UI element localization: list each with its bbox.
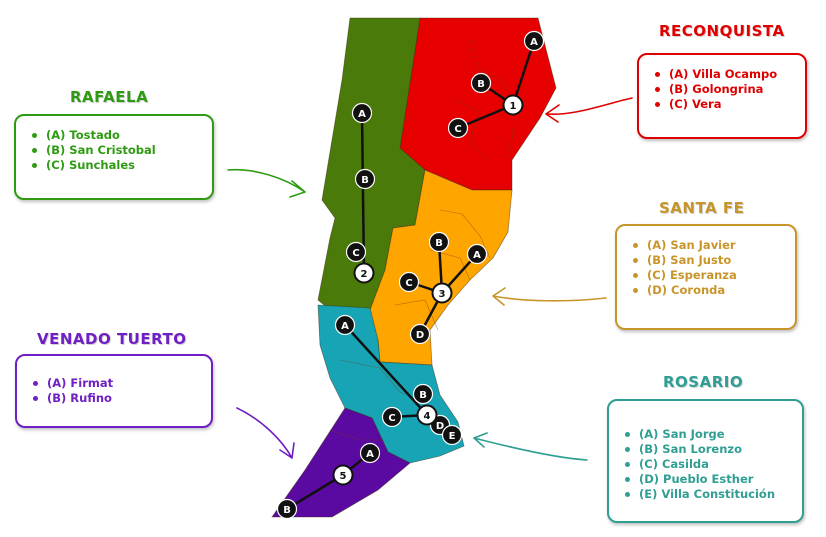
bullet-icon (633, 243, 638, 248)
legend-item: (C) Casilda (625, 457, 790, 472)
node-label: E (449, 431, 456, 442)
hub-nodes (332, 94, 524, 486)
region-title-rosario: ROSARIO (663, 373, 744, 391)
legend-item-label: (A) Tostado (46, 128, 120, 142)
legend-item: (A) Villa Ocampo (655, 67, 793, 82)
bullet-icon (655, 72, 660, 77)
node-label: B (419, 390, 427, 401)
legend-item-label: (C) Esperanza (647, 268, 737, 282)
bullet-icon (33, 396, 38, 401)
rafaela-arrow (227, 168, 306, 198)
legend-item: (B) Rufino (33, 391, 199, 406)
hub-label: 1 (510, 101, 517, 112)
bullet-icon (625, 477, 630, 482)
legend-item-label: (B) San Justo (647, 253, 732, 267)
bullet-icon (625, 462, 630, 467)
node-label: A (358, 109, 366, 120)
legend-item: (A) San Jorge (625, 427, 790, 442)
bullet-icon (655, 87, 660, 92)
bullet-icon (33, 381, 38, 386)
legend-item: (A) Firmat (33, 376, 199, 391)
legend-item-label: (E) Villa Constitución (639, 487, 776, 501)
spoke-node-labels: A B C A B C A B C D A B C D E A B (283, 37, 538, 516)
legend-item-label: (C) Sunchales (46, 158, 135, 172)
hub-label: 4 (424, 411, 431, 422)
bullet-icon (625, 447, 630, 452)
santa-fe-arrow (492, 287, 607, 306)
legend-box-rosario: (A) San Jorge (B) San Lorenzo (C) Casild… (607, 399, 804, 523)
legend-item-label: (C) Casilda (639, 457, 709, 471)
bullet-icon (633, 273, 638, 278)
legend-item-label: (B) Rufino (47, 391, 112, 405)
legend-item: (A) San Javier (633, 238, 783, 253)
map-region-venado-tuerto (271, 407, 411, 518)
legend-box-rafaela: (A) Tostado (B) San Cristobal (C) Suncha… (14, 114, 214, 200)
node-label: D (436, 421, 444, 432)
legend-item-label: (A) San Jorge (639, 427, 725, 441)
rosario-arrow (473, 432, 588, 461)
legend-list: (A) San Jorge (B) San Lorenzo (C) Casild… (625, 413, 790, 502)
node-label: C (352, 248, 359, 259)
hub-label: 5 (340, 471, 347, 482)
region-title-santa-fe: SANTA FE (659, 199, 745, 217)
node-label: C (454, 124, 461, 135)
bullet-icon (32, 163, 37, 168)
legend-item: (B) San Justo (633, 253, 783, 268)
node-label: A (366, 449, 374, 460)
legend-item-label: (B) San Lorenzo (639, 442, 742, 456)
node-label: A (341, 321, 349, 332)
region-title-reconquista: RECONQUISTA (659, 22, 785, 40)
legend-item: (E) Villa Constitución (625, 487, 790, 502)
legend-item: (C) Sunchales (32, 158, 200, 173)
legend-item: (C) Esperanza (633, 268, 783, 283)
node-label: B (283, 505, 291, 516)
legend-box-venado-tuerto: (A) Firmat (B) Rufino (15, 354, 213, 428)
legend-box-reconquista: (A) Villa Ocampo (B) Golongrina (C) Vera (637, 53, 807, 139)
bullet-icon (32, 133, 37, 138)
legend-item-label: (B) San Cristobal (46, 143, 156, 157)
legend-item-label: (D) Coronda (647, 283, 726, 297)
legend-item-label: (C) Vera (669, 97, 722, 111)
legend-list: (A) Villa Ocampo (B) Golongrina (C) Vera (655, 67, 793, 112)
legend-item: (B) San Lorenzo (625, 442, 790, 457)
legend-item: (D) Pueblo Esther (625, 472, 790, 487)
region-title-venado-tuerto: VENADO TUERTO (37, 330, 187, 348)
bullet-icon (625, 492, 630, 497)
legend-list: (A) Tostado (B) San Cristobal (C) Suncha… (32, 128, 200, 173)
spoke-nodes (276, 30, 545, 520)
legend-list: (A) San Javier (B) San Justo (C) Esperan… (633, 238, 783, 298)
node-label: B (477, 79, 485, 90)
legend-item: (B) San Cristobal (32, 143, 200, 158)
node-label: C (388, 413, 395, 424)
node-label: D (416, 330, 424, 341)
legend-item-label: (A) Villa Ocampo (669, 67, 778, 81)
node-label: A (530, 37, 538, 48)
hub-label: 3 (439, 289, 446, 300)
bullet-icon (633, 288, 638, 293)
reconquista-arrow (545, 97, 633, 123)
legend-item: (C) Vera (655, 97, 793, 112)
legend-item: (D) Coronda (633, 283, 783, 298)
venado-tuerto-arrow (236, 407, 295, 459)
hub-label: 2 (361, 269, 368, 280)
legend-box-santa-fe: (A) San Javier (B) San Justo (C) Esperan… (615, 224, 797, 330)
node-label: C (405, 278, 412, 289)
legend-item-label: (A) Firmat (47, 376, 114, 390)
node-label: A (473, 250, 481, 261)
legend-list: (A) Firmat (B) Rufino (33, 368, 199, 406)
region-title-rafaela: RAFAELA (70, 88, 149, 106)
node-label: B (435, 238, 443, 249)
bullet-icon (625, 432, 630, 437)
legend-item-label: (D) Pueblo Esther (639, 472, 754, 486)
bullet-icon (32, 148, 37, 153)
legend-item: (A) Tostado (32, 128, 200, 143)
bullet-icon (633, 258, 638, 263)
legend-item-label: (A) San Javier (647, 238, 736, 252)
bullet-icon (655, 102, 660, 107)
hub-node-labels: 1 2 3 4 5 (340, 101, 517, 482)
legend-item-label: (B) Golongrina (669, 82, 764, 96)
legend-item: (B) Golongrina (655, 82, 793, 97)
node-label: B (361, 175, 369, 186)
